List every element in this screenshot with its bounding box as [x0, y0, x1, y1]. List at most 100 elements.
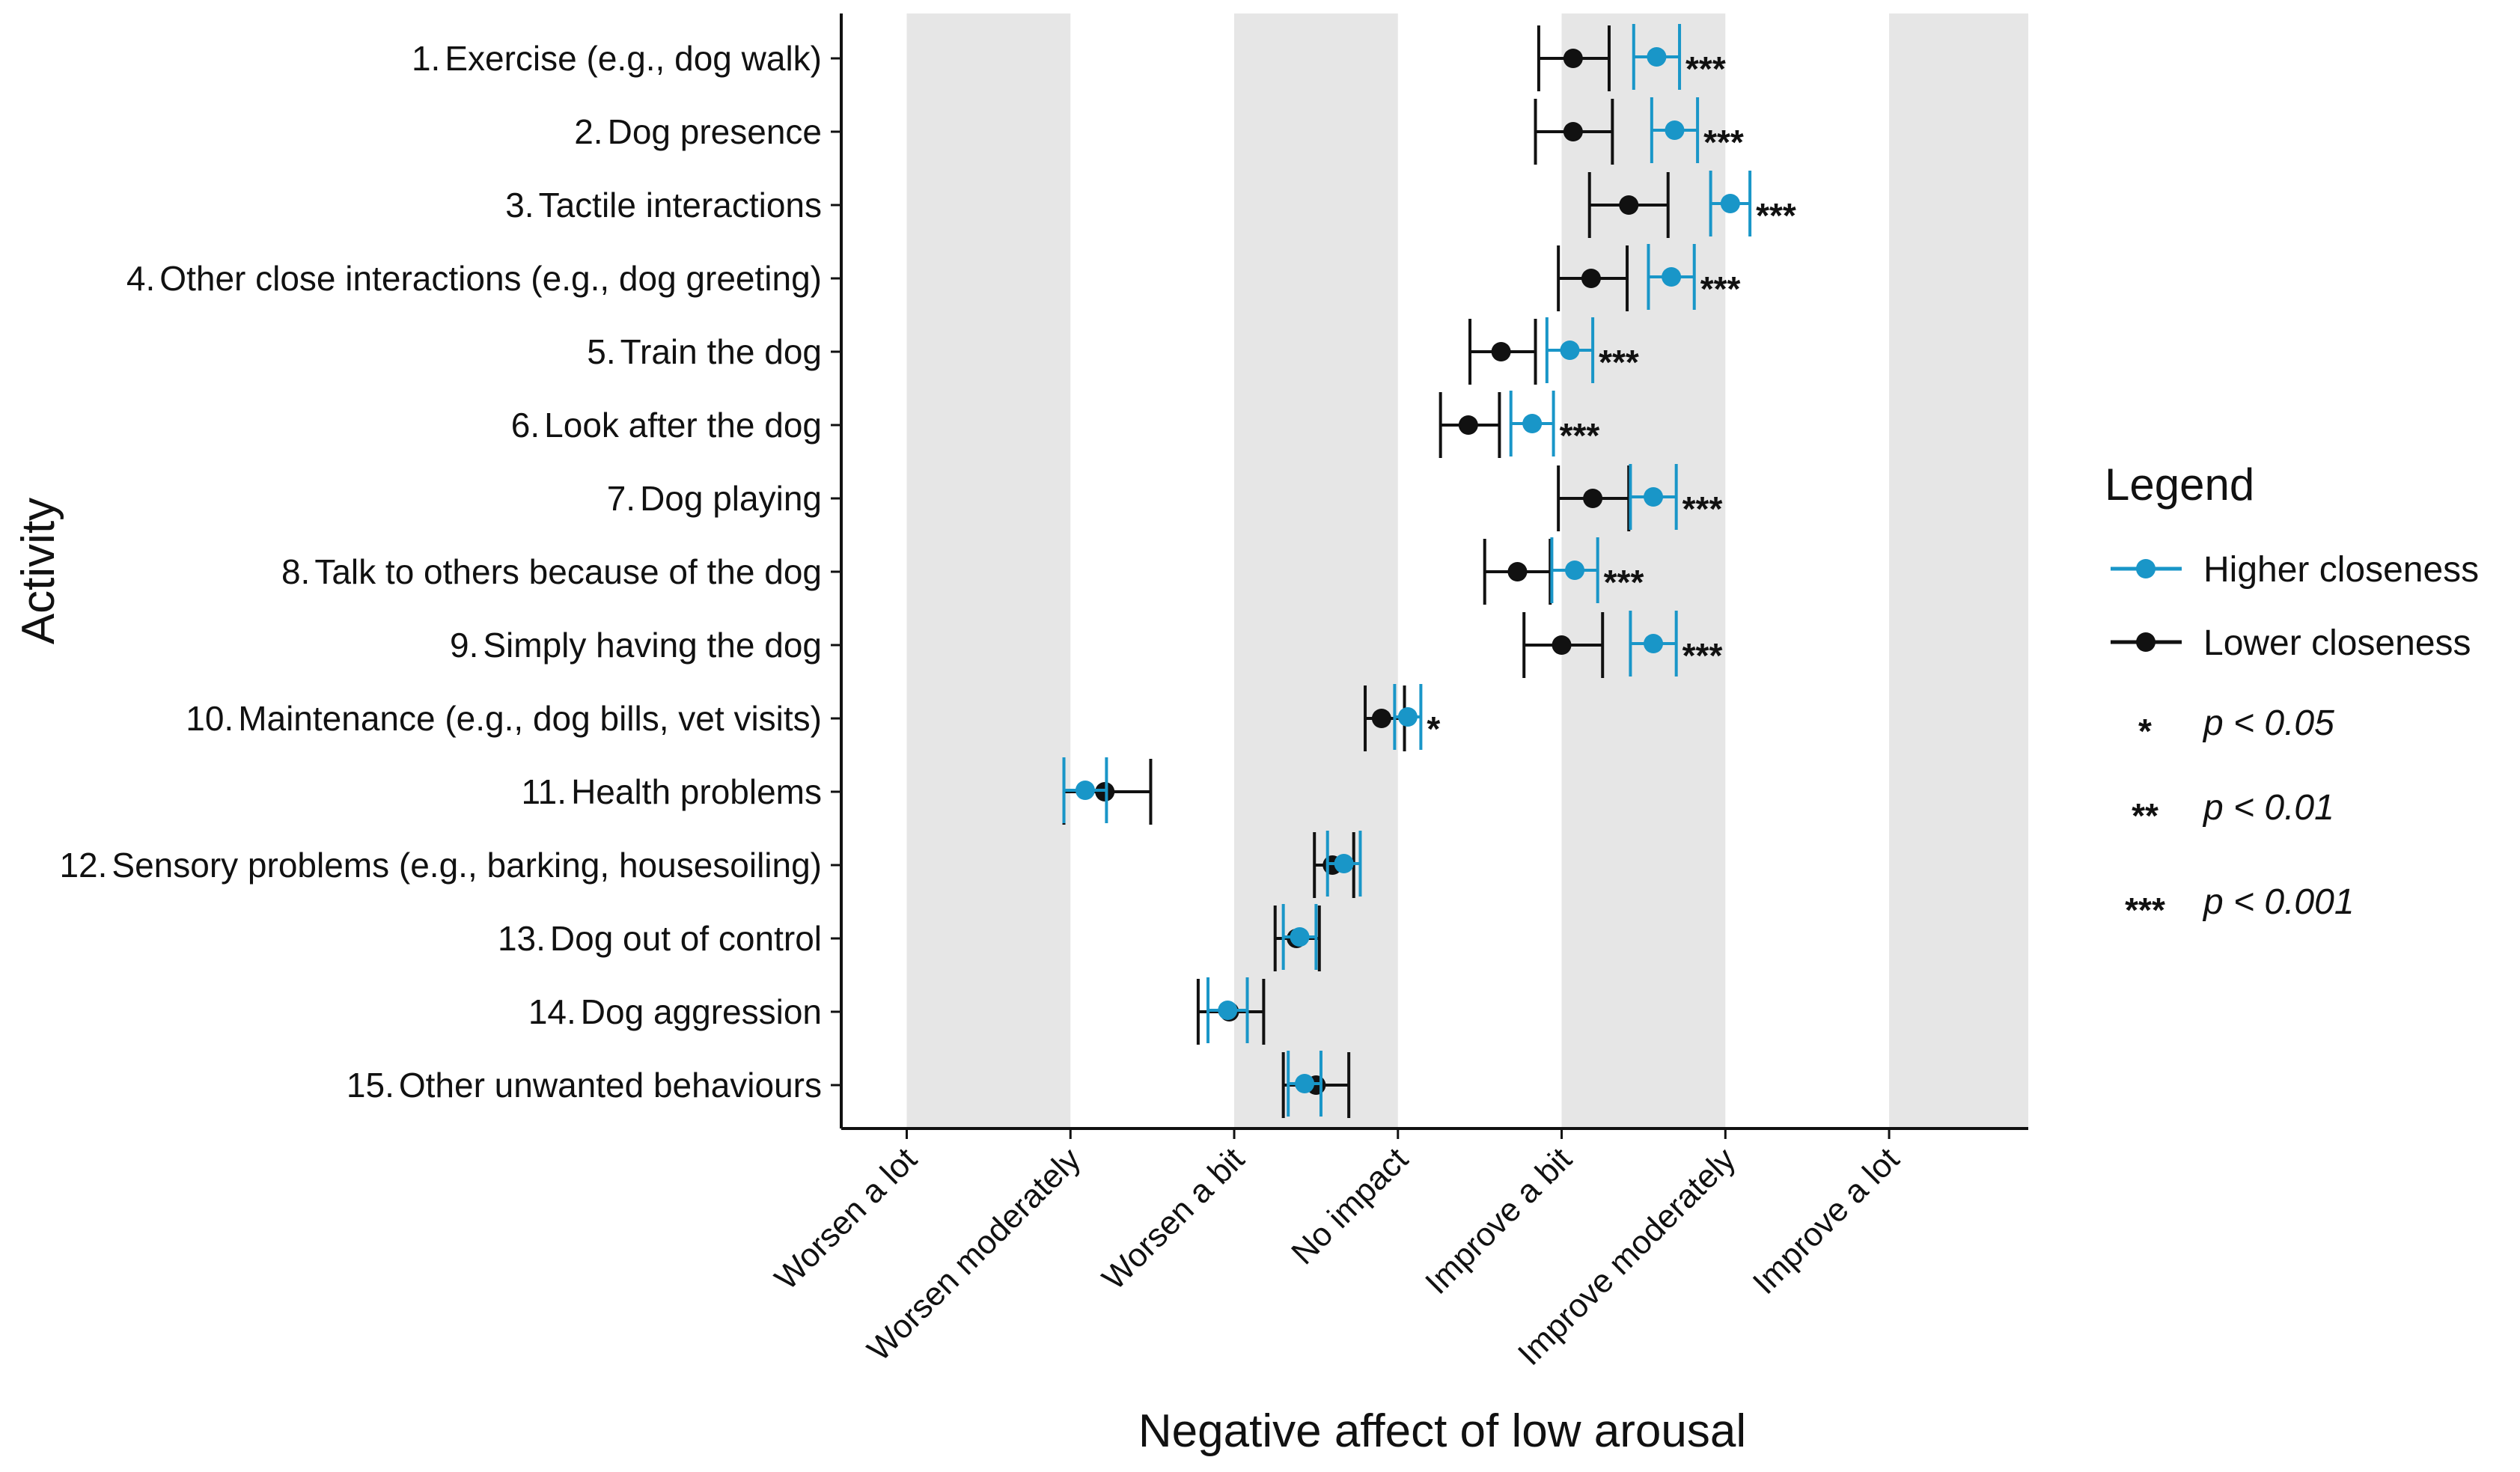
activity-name: Health problems — [571, 772, 822, 811]
higher-closeness-point — [1295, 1074, 1315, 1093]
significance-stars: *** — [1599, 343, 1639, 382]
higher-closeness-point — [1290, 927, 1310, 947]
activity-labels: 1. Exercise (e.g., dog walk) 2. Dog presenc… — [59, 39, 822, 1105]
x-tick-label: Improve a bit — [1418, 1140, 1578, 1301]
legend-label: Higher closeness — [2203, 550, 2479, 590]
higher-closeness-point — [1662, 267, 1682, 287]
lower-closeness-point — [1371, 709, 1391, 728]
significance-stars: * — [1427, 709, 1440, 748]
activity-number: 12. — [59, 846, 107, 885]
x-tick-label: Improve a lot — [1746, 1140, 1906, 1301]
legend-stars: ** — [2132, 796, 2159, 835]
legend-p-value: p < 0.01 — [2202, 788, 2334, 828]
activity-label: 2. Dog presence — [574, 112, 822, 151]
legend-marker — [2136, 632, 2156, 652]
activity-name: Dog out of control — [550, 919, 822, 958]
x-axis-title: Negative affect of low arousal — [1138, 1405, 1746, 1457]
activity-name: Other unwanted behaviours — [399, 1066, 822, 1105]
lower-closeness-point — [1563, 49, 1583, 68]
activity-number: 4. — [126, 259, 155, 298]
activity-label: 13. Dog out of control — [498, 919, 822, 958]
activity-number: 15. — [347, 1066, 394, 1105]
activity-name: Maintenance (e.g., dog bills, vet visits… — [238, 699, 822, 738]
lower-closeness-point — [1581, 269, 1601, 288]
activity-name: Dog aggression — [581, 992, 822, 1031]
activity-label: 11. Health problems — [522, 772, 822, 811]
activity-label: 9. Simply having the dog — [450, 626, 822, 665]
legend: Legend Higher closeness Lower closeness * p … — [2105, 459, 2479, 929]
legend-label: Lower closeness — [2203, 623, 2471, 663]
x-tick-label: No impact — [1284, 1140, 1415, 1271]
activity-label: 4. Other close interactions (e.g., dog gr… — [126, 259, 822, 298]
x-tick-label: Worsen a lot — [768, 1140, 924, 1297]
activity-name: Other close interactions (e.g., dog gree… — [159, 259, 822, 298]
activity-label: 3. Tactile interactions — [505, 186, 822, 225]
shaded-band — [906, 13, 1071, 1129]
activity-label: 6. Look after the dog — [511, 406, 822, 445]
lower-closeness-point — [1491, 342, 1511, 361]
significance-stars: *** — [1700, 269, 1741, 308]
activity-number: 13. — [498, 919, 546, 958]
shaded-band — [1889, 13, 2028, 1129]
activity-name: Tactile interactions — [539, 186, 822, 225]
activity-number: 5. — [587, 332, 615, 371]
activity-label: 1. Exercise (e.g., dog walk) — [412, 39, 822, 78]
activity-number: 1. — [412, 39, 440, 78]
activity-label: 7. Dog playing — [607, 479, 822, 518]
activity-number: 3. — [505, 186, 534, 225]
significance-stars: *** — [1685, 49, 1726, 88]
legend-marker — [2136, 559, 2156, 578]
higher-closeness-point — [1075, 781, 1095, 800]
activity-name: Sensory problems (e.g., barking, houseso… — [112, 846, 822, 885]
lower-closeness-point — [1619, 195, 1639, 215]
higher-closeness-point — [1720, 194, 1740, 213]
activity-number: 6. — [511, 406, 540, 445]
significance-stars: *** — [1682, 636, 1723, 675]
lower-closeness-point — [1507, 562, 1528, 581]
data-marks: **************************** — [1062, 24, 1796, 1118]
higher-closeness-point — [1644, 487, 1664, 507]
higher-closeness-point — [1644, 634, 1664, 653]
legend-title: Legend — [2105, 459, 2254, 510]
activity-name: Talk to others because of the dog — [314, 552, 822, 591]
activity-name: Train the dog — [620, 332, 822, 371]
activity-label: 10. Maintenance (e.g., dog bills, vet vis… — [186, 699, 822, 738]
higher-closeness-point — [1647, 47, 1667, 67]
y-axis-title: Activity — [13, 498, 64, 644]
activity-name: Simply having the dog — [483, 626, 822, 665]
activity-number: 7. — [607, 479, 635, 518]
significance-stars: *** — [1604, 563, 1644, 602]
activity-label: 12. Sensory problems (e.g., barking, hous… — [59, 846, 822, 885]
higher-closeness-point — [1565, 561, 1585, 580]
higher-closeness-point — [1560, 340, 1580, 360]
legend-stars: *** — [2125, 891, 2165, 929]
higher-closeness-point — [1218, 1001, 1238, 1020]
activity-label: 5. Train the dog — [587, 332, 822, 371]
activity-name: Look after the dog — [544, 406, 822, 445]
activity-number: 9. — [450, 626, 478, 665]
lower-closeness-point — [1552, 635, 1572, 655]
legend-stars: * — [2138, 712, 2152, 751]
legend-p-value: p < 0.001 — [2202, 882, 2355, 922]
significance-stars: *** — [1756, 196, 1796, 235]
activity-label: 8. Talk to others because of the dog — [281, 552, 822, 591]
activity-name: Dog presence — [608, 112, 822, 151]
higher-closeness-point — [1522, 414, 1543, 433]
activity-label: 14. Dog aggression — [528, 992, 822, 1031]
activity-number: 8. — [281, 552, 310, 591]
lower-closeness-point — [1583, 489, 1603, 508]
significance-stars: *** — [1682, 489, 1723, 528]
significance-stars: *** — [1560, 416, 1600, 455]
higher-closeness-point — [1397, 707, 1418, 727]
lower-closeness-point — [1563, 122, 1583, 141]
axes — [831, 13, 2028, 1139]
lower-closeness-point — [1458, 415, 1478, 435]
activity-name: Dog playing — [640, 479, 822, 518]
shaded-bands — [906, 13, 2028, 1129]
significance-stars: *** — [1703, 123, 1744, 162]
activity-name: Exercise (e.g., dog walk) — [445, 39, 822, 78]
legend-p-value: p < 0.05 — [2202, 703, 2334, 743]
activity-number: 2. — [574, 112, 602, 151]
activity-label: 15. Other unwanted behaviours — [347, 1066, 822, 1105]
